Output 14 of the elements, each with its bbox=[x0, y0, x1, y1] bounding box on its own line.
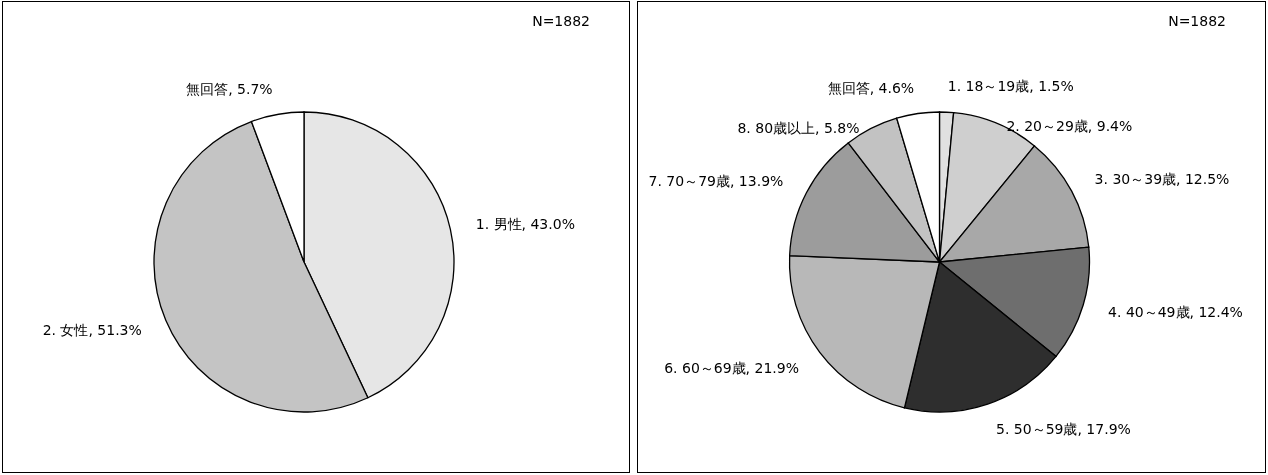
slice-label: 6. 60～69歳, 21.9% bbox=[664, 359, 799, 376]
slice-label: 5. 50～59歳, 17.9% bbox=[996, 420, 1131, 437]
slice-label: 無回答, 5.7% bbox=[186, 80, 273, 97]
text: N=1882 bbox=[532, 13, 590, 29]
text: N=1882 bbox=[1168, 13, 1226, 29]
slice-label: 無回答, 4.6% bbox=[827, 79, 915, 96]
slice-label: 8. 80歳以上, 5.8% bbox=[737, 119, 860, 136]
slice-label: 7. 70～79歳, 13.9% bbox=[648, 172, 784, 189]
slice-label: 3. 30～39歳, 12.5% bbox=[1094, 170, 1230, 187]
slice-label: 1. 18～19歳, 1.5% bbox=[947, 78, 1074, 95]
slice-label: 1. 男性, 43.0% bbox=[475, 215, 575, 232]
slice-label: 4. 40～49歳, 12.4% bbox=[1108, 304, 1243, 321]
slice-label: 2. 20～29歳, 9.4% bbox=[1006, 118, 1133, 135]
slice-label: 2. 女性, 51.3% bbox=[42, 322, 142, 339]
